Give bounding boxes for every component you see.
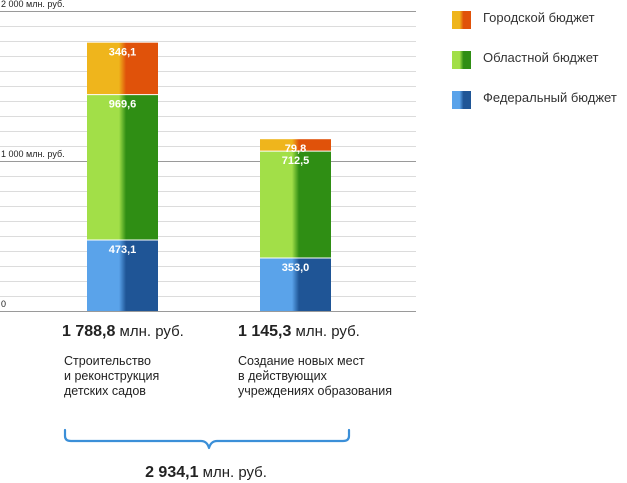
segment-regional xyxy=(87,94,158,241)
legend-label-city: Городской бюджет xyxy=(483,10,595,25)
grand-total: 2 934,1 млн. руб. xyxy=(0,464,412,482)
y-tick-label: 0 xyxy=(1,299,6,309)
legend-swatch-regional xyxy=(452,51,471,69)
segment-federal xyxy=(87,240,158,311)
category-description-kindergartens: Строительство и реконструкция детских са… xyxy=(64,354,159,399)
description-line: в действующих xyxy=(238,369,327,383)
description-line: Строительство xyxy=(64,354,151,368)
data-label: 346,1 xyxy=(109,47,137,59)
grand-total-value: 2 934,1 xyxy=(145,464,199,481)
data-label: 79,8 xyxy=(285,143,306,155)
bar-stacks: 473,1 969,6 346,1 353,0 712,579,8 xyxy=(87,42,331,311)
y-axis-tick-labels: 2 000 млн. руб. 1 000 млн. руб. 0 xyxy=(1,0,65,309)
y-tick-label: 2 000 млн. руб. xyxy=(1,0,65,9)
y-tick-label: 1 000 млн. руб. xyxy=(1,149,65,159)
legend-swatch-city xyxy=(452,11,471,29)
data-label: 712,5 xyxy=(282,155,310,167)
description-line: Создание новых мест xyxy=(238,354,365,368)
bar-stack: 473,1 969,6 346,1 xyxy=(87,42,158,311)
legend-label-federal: Федеральный бюджет xyxy=(483,90,617,105)
bar-stack: 353,0 712,579,8 xyxy=(260,139,331,311)
data-label: 353,0 xyxy=(282,262,310,274)
segment-city xyxy=(87,42,158,95)
description-line: детских садов xyxy=(64,384,146,398)
description-line: учреждениях образования xyxy=(238,384,393,398)
total-value: 1 145,3 xyxy=(238,323,292,340)
total-value: 1 788,8 xyxy=(62,323,116,340)
data-label: 969,6 xyxy=(109,99,137,111)
legend-swatch-federal xyxy=(452,91,471,109)
segment-federal xyxy=(260,258,331,311)
category-description-new-places: Создание новых мест в действующих учрежд… xyxy=(238,354,392,399)
segment-regional xyxy=(260,151,331,259)
segment-city xyxy=(260,139,331,152)
total-kindergartens: 1 788,8 млн. руб. xyxy=(62,323,184,341)
gridlines xyxy=(0,11,416,312)
total-unit: млн. руб. xyxy=(291,323,360,340)
grand-total-unit: млн. руб. xyxy=(198,464,267,481)
total-new-places: 1 145,3 млн. руб. xyxy=(238,323,360,341)
description-line: и реконструкция xyxy=(64,369,160,383)
data-label: 473,1 xyxy=(109,244,137,256)
total-unit: млн. руб. xyxy=(115,323,184,340)
total-bracket xyxy=(63,428,351,450)
legend-label-regional: Областной бюджет xyxy=(483,50,599,65)
